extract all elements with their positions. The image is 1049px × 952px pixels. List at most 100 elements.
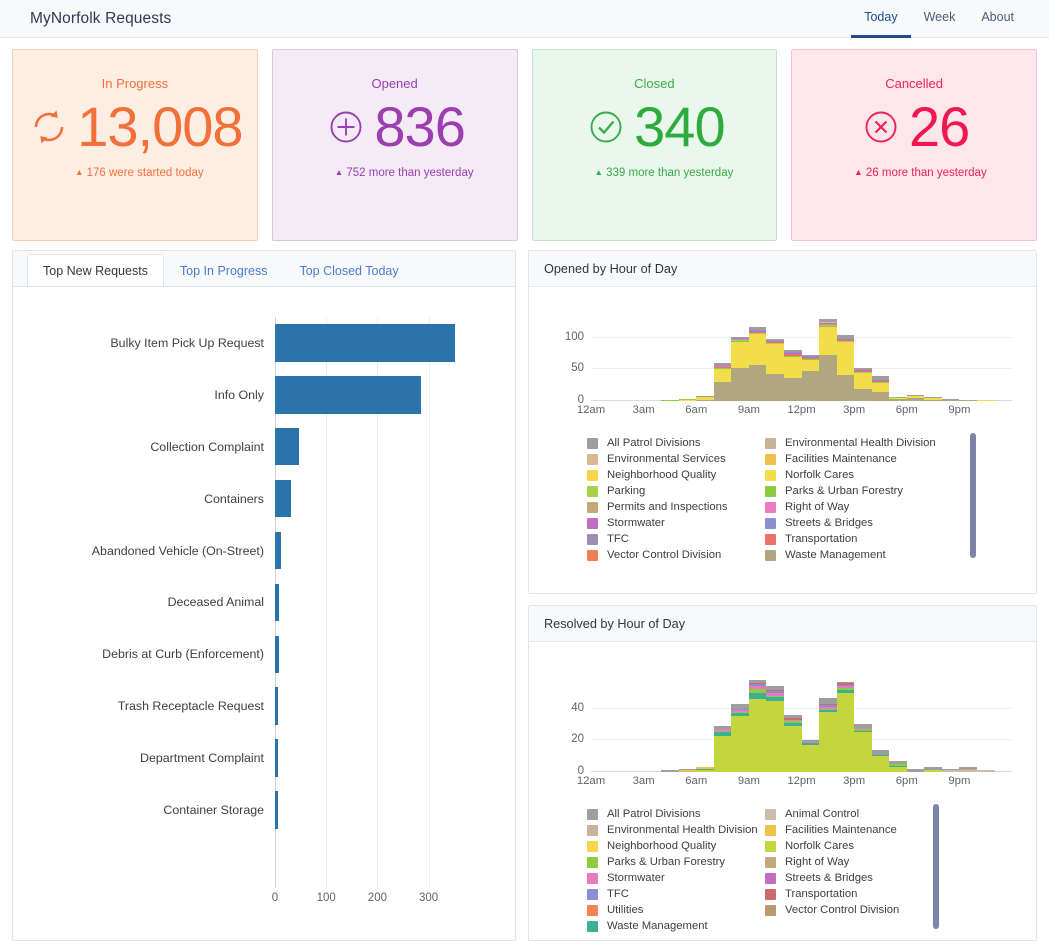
legend-item[interactable]: Waste Management bbox=[765, 547, 936, 563]
bar-fill[interactable] bbox=[275, 376, 422, 414]
histogram-bar[interactable] bbox=[748, 319, 767, 401]
histogram-bar[interactable] bbox=[941, 319, 960, 401]
histogram-bar[interactable] bbox=[941, 680, 960, 772]
histogram-bar[interactable] bbox=[644, 680, 662, 772]
histogram-bar[interactable] bbox=[784, 680, 802, 772]
bar-fill[interactable] bbox=[275, 791, 278, 829]
legend-item[interactable]: Neighborhood Quality bbox=[587, 467, 765, 483]
kpi-card-cancelled[interactable]: Cancelled 26 ▲ 26 more than yesterday bbox=[791, 49, 1037, 241]
histogram-bar[interactable] bbox=[871, 680, 890, 772]
legend-item[interactable]: Right of Way bbox=[765, 854, 899, 870]
legend-item[interactable]: Stormwater bbox=[587, 515, 765, 531]
legend-item[interactable]: Right of Way bbox=[765, 499, 936, 515]
histogram-bar[interactable] bbox=[801, 680, 820, 772]
histogram-bar[interactable] bbox=[696, 680, 714, 772]
histogram-bar[interactable] bbox=[609, 319, 627, 401]
histogram-bar[interactable] bbox=[819, 319, 837, 401]
nav-link-about[interactable]: About bbox=[981, 10, 1014, 24]
histogram-bar[interactable] bbox=[661, 319, 679, 401]
legend-item[interactable]: Utilities bbox=[587, 902, 765, 918]
histogram-bar[interactable] bbox=[995, 319, 1013, 401]
legend-item[interactable]: Facilities Maintenance bbox=[765, 822, 899, 838]
bar-fill[interactable] bbox=[275, 687, 279, 725]
histogram-bar[interactable] bbox=[959, 680, 978, 772]
tab-top-closed-today[interactable]: Top Closed Today bbox=[299, 264, 399, 278]
histogram-bar[interactable] bbox=[731, 680, 749, 772]
histogram-bar[interactable] bbox=[854, 319, 872, 401]
histogram-bar[interactable] bbox=[924, 680, 942, 772]
legend-item[interactable]: Transportation bbox=[765, 531, 936, 547]
legend-item[interactable]: Norfolk Cares bbox=[765, 838, 899, 854]
kpi-card-closed[interactable]: Closed 340 ▲ 339 more than yesterday bbox=[531, 49, 778, 241]
histogram-bar[interactable] bbox=[871, 319, 890, 401]
bar-fill[interactable] bbox=[275, 531, 281, 570]
bar-fill[interactable] bbox=[275, 324, 456, 362]
legend-item[interactable]: Environmental Health Division bbox=[765, 435, 936, 451]
histogram-bar[interactable] bbox=[661, 680, 679, 772]
histogram-bar[interactable] bbox=[713, 319, 732, 401]
legend-item[interactable]: Vector Control Division bbox=[587, 547, 765, 563]
histogram-bar[interactable] bbox=[995, 680, 1013, 772]
legend-item[interactable]: All Patrol Divisions bbox=[587, 435, 765, 451]
legend-item[interactable]: Streets & Bridges bbox=[765, 870, 899, 886]
legend-item[interactable]: Transportation bbox=[765, 886, 899, 902]
histogram-bar[interactable] bbox=[696, 319, 714, 401]
legend-item[interactable]: Parking bbox=[587, 483, 765, 499]
legend-item[interactable]: Parks & Urban Forestry bbox=[587, 854, 765, 870]
legend-scrollbar[interactable] bbox=[933, 804, 939, 929]
legend-item[interactable]: Neighborhood Quality bbox=[587, 838, 765, 854]
histogram-bar[interactable] bbox=[766, 680, 785, 772]
legend-item[interactable]: Environmental Services bbox=[587, 451, 765, 467]
legend-item[interactable]: Waste Management bbox=[587, 918, 765, 934]
legend-item[interactable]: Environmental Health Division bbox=[587, 822, 765, 838]
legend-item[interactable]: Norfolk Cares bbox=[765, 467, 936, 483]
histogram-bar[interactable] bbox=[678, 680, 697, 772]
legend-item[interactable]: Animal Control bbox=[765, 806, 899, 822]
histogram-bar[interactable] bbox=[626, 319, 644, 401]
legend-item[interactable]: Streets & Bridges bbox=[765, 515, 936, 531]
bar-fill[interactable] bbox=[275, 583, 280, 622]
histogram-bar[interactable] bbox=[748, 679, 767, 772]
histogram-bar[interactable] bbox=[713, 680, 732, 772]
kpi-card-opened[interactable]: Opened 836 ▲ 752 more than yesterday bbox=[271, 49, 518, 241]
legend-item[interactable]: Facilities Maintenance bbox=[765, 451, 936, 467]
nav-link-week[interactable]: Week bbox=[923, 10, 956, 24]
tab-top-new-requests[interactable]: Top New Requests bbox=[27, 254, 164, 287]
bar-fill[interactable] bbox=[275, 739, 279, 777]
legend-item[interactable]: Permits and Inspections bbox=[587, 499, 765, 515]
legend-item[interactable]: Stormwater bbox=[587, 870, 765, 886]
histogram-bar[interactable] bbox=[819, 680, 837, 772]
histogram-bar[interactable] bbox=[924, 319, 942, 401]
histogram-bar[interactable] bbox=[609, 680, 627, 772]
histogram-bar[interactable] bbox=[836, 680, 855, 772]
histogram-bar[interactable] bbox=[591, 319, 609, 401]
bar-fill[interactable] bbox=[275, 428, 299, 466]
bar-fill[interactable] bbox=[275, 635, 279, 673]
histogram-bar[interactable] bbox=[836, 319, 855, 401]
histogram-bar[interactable] bbox=[906, 680, 925, 772]
histogram-bar[interactable] bbox=[889, 319, 907, 401]
histogram-bar[interactable] bbox=[766, 319, 785, 401]
histogram-bar[interactable] bbox=[977, 319, 995, 401]
bar-fill[interactable] bbox=[275, 479, 291, 518]
histogram-bar[interactable] bbox=[977, 680, 995, 772]
nav-link-today[interactable]: Today bbox=[851, 0, 911, 38]
histogram-bar[interactable] bbox=[906, 319, 925, 401]
legend-item[interactable]: Vector Control Division bbox=[765, 902, 899, 918]
histogram-bar[interactable] bbox=[801, 319, 820, 401]
histogram-bar[interactable] bbox=[626, 680, 644, 772]
histogram-bar[interactable] bbox=[644, 319, 662, 401]
histogram-bar[interactable] bbox=[731, 319, 749, 401]
histogram-bar[interactable] bbox=[591, 680, 609, 772]
legend-scrollbar[interactable] bbox=[970, 433, 976, 558]
legend-item[interactable]: All Patrol Divisions bbox=[587, 806, 765, 822]
histogram-bar[interactable] bbox=[854, 680, 872, 772]
legend-item[interactable]: TFC bbox=[587, 886, 765, 902]
legend-item[interactable]: Parks & Urban Forestry bbox=[765, 483, 936, 499]
histogram-bar[interactable] bbox=[784, 319, 802, 401]
histogram-bar[interactable] bbox=[889, 680, 907, 772]
histogram-bar[interactable] bbox=[678, 319, 697, 401]
kpi-card-in-progress[interactable]: In Progress 13,008 ▲ 176 were started to… bbox=[12, 49, 258, 241]
histogram-bar[interactable] bbox=[959, 319, 978, 401]
tab-top-in-progress[interactable]: Top In Progress bbox=[179, 264, 268, 278]
